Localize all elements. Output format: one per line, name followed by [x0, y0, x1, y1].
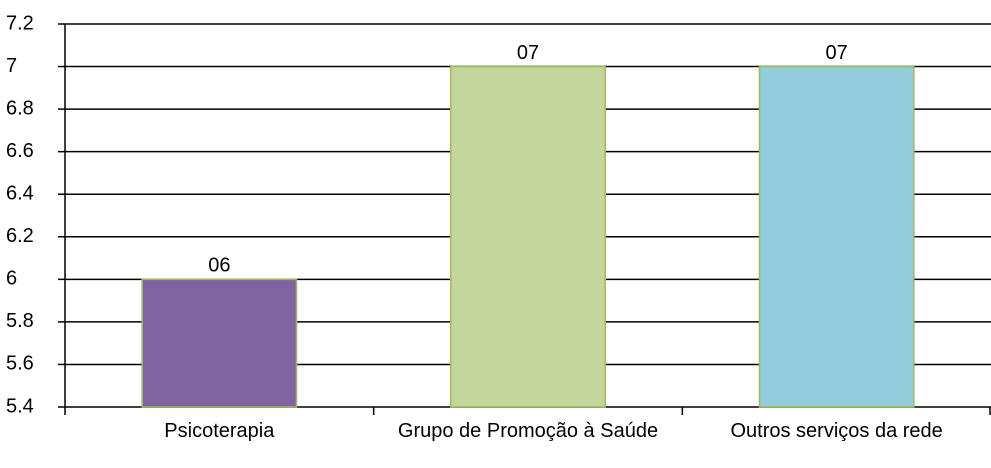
data-label: 06: [208, 255, 230, 277]
data-label: 07: [826, 42, 848, 64]
y-tick-label: 5.6: [6, 353, 34, 375]
x-tick-label: Grupo de Promoção à Saúde: [397, 420, 659, 442]
bar: [141, 278, 298, 408]
y-tick-label: 5.4: [6, 395, 34, 417]
data-label: 07: [517, 42, 539, 64]
y-tick-label: 6.6: [6, 140, 34, 162]
y-tick-label: 5.8: [6, 310, 34, 332]
bar: [450, 65, 606, 408]
y-tick-label: 7.2: [6, 12, 34, 34]
y-tick-label: 6.8: [6, 97, 34, 119]
bar: [758, 65, 915, 408]
x-tick-label: Outros serviços da rede: [730, 420, 943, 442]
y-tick-label: 6.4: [6, 183, 34, 205]
x-tick-label: Psicoterapia: [164, 420, 275, 442]
y-tick-label: 7: [6, 55, 17, 77]
y-tick-label: 6: [6, 268, 17, 290]
y-tick-label: 6.2: [6, 225, 34, 247]
